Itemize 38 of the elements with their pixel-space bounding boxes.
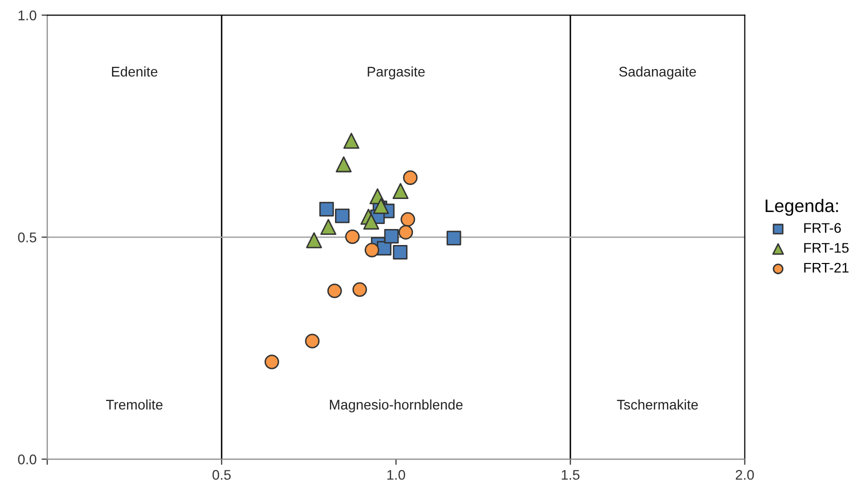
point bbox=[336, 156, 352, 172]
x-tick-label: 1.5 bbox=[562, 470, 580, 480]
point bbox=[320, 218, 336, 235]
y-tick-label: 0.5 bbox=[18, 232, 36, 242]
point bbox=[364, 242, 380, 258]
annotation: Magnesio-hornblende bbox=[330, 399, 463, 412]
annotation: Edenite bbox=[112, 66, 158, 77]
point bbox=[343, 132, 360, 149]
point bbox=[352, 282, 368, 297]
x-tick-label: 0.5 bbox=[212, 470, 231, 480]
point bbox=[306, 232, 322, 248]
annotation: Sadanagaite bbox=[619, 66, 696, 80]
point bbox=[398, 224, 414, 240]
point bbox=[327, 284, 342, 298]
legend-label: FRT-15 bbox=[804, 243, 849, 253]
annotation: Tschermakite bbox=[616, 399, 698, 410]
point bbox=[400, 212, 416, 227]
point bbox=[446, 230, 462, 246]
point bbox=[264, 354, 280, 370]
legend-label: FRT-21 bbox=[804, 262, 849, 273]
legend-label: FRT-6 bbox=[804, 223, 841, 233]
y-tick-label: 1.0 bbox=[18, 10, 36, 20]
point bbox=[335, 208, 350, 224]
point bbox=[319, 202, 334, 216]
annotation: Pargasite bbox=[368, 66, 425, 80]
point bbox=[363, 214, 380, 230]
point bbox=[345, 229, 360, 244]
point bbox=[373, 198, 389, 214]
point bbox=[384, 228, 399, 244]
point bbox=[403, 170, 418, 185]
point bbox=[392, 244, 408, 260]
annotation: Tremolite bbox=[106, 399, 162, 410]
point bbox=[392, 183, 409, 199]
x-tick-label: 1.0 bbox=[387, 470, 406, 480]
point bbox=[305, 334, 320, 348]
legend-title: Legenda: bbox=[766, 198, 838, 216]
y-tick-label: 0.0 bbox=[18, 454, 36, 464]
x-tick-label: 2.0 bbox=[736, 470, 754, 480]
